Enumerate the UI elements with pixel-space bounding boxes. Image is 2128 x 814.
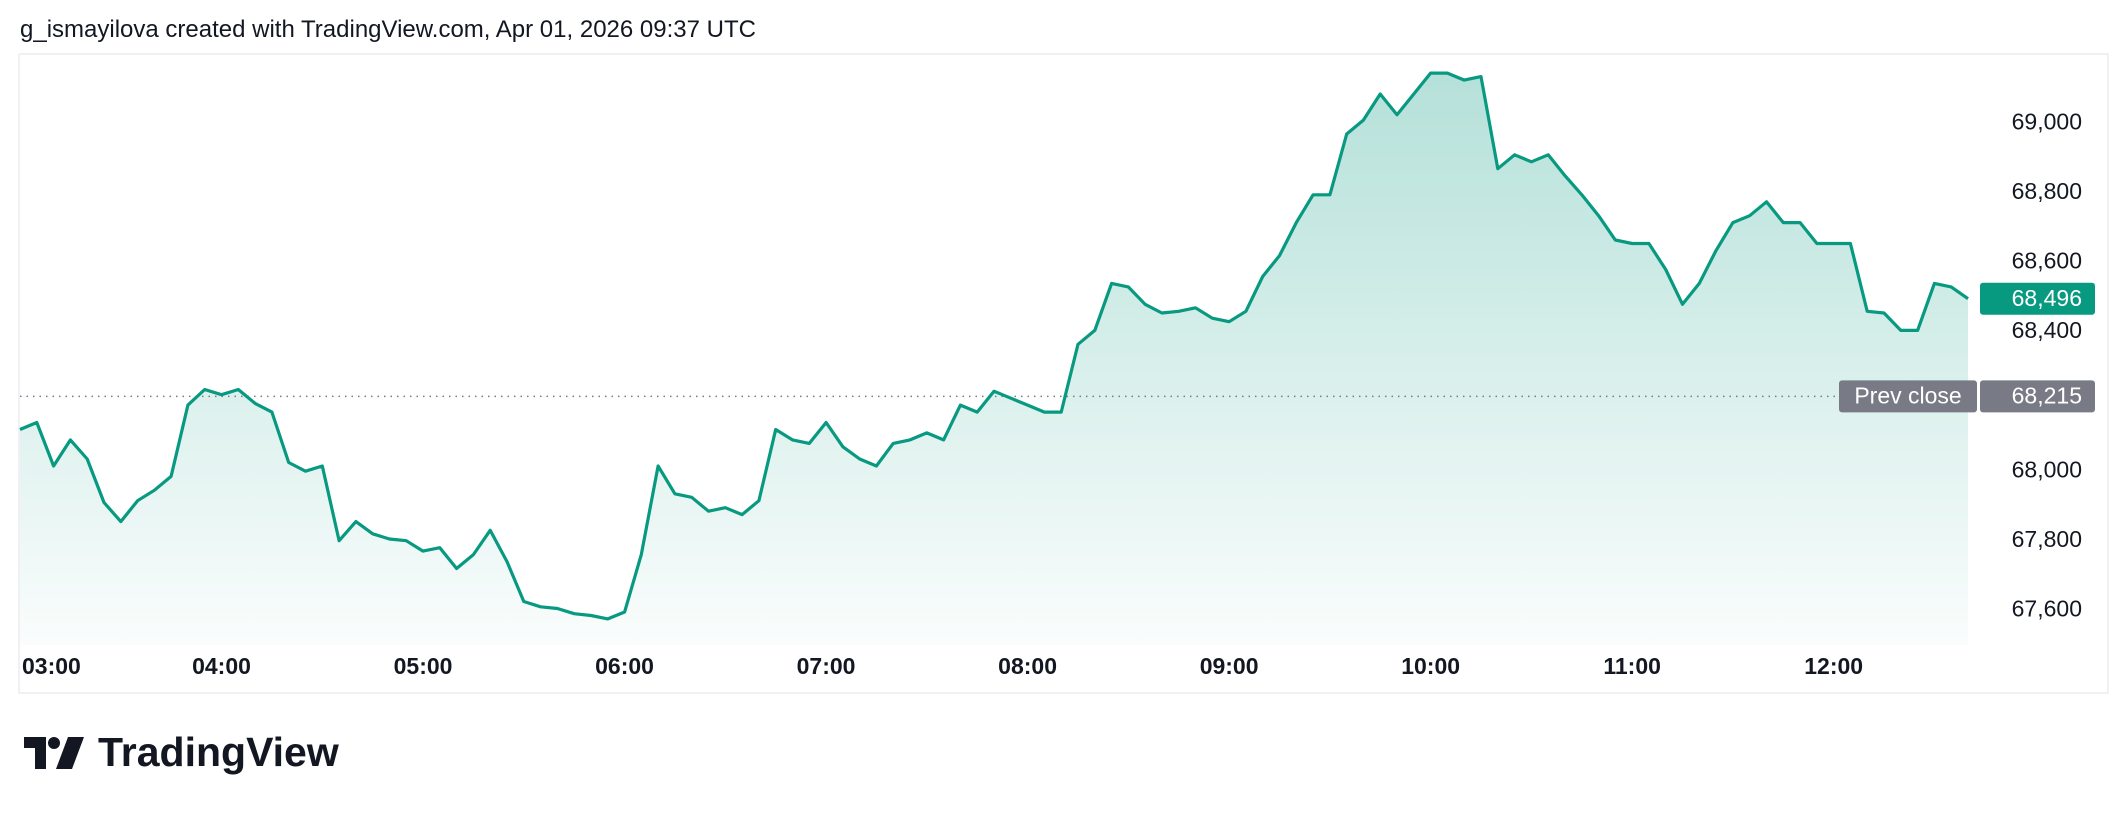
header: g_ismayilova created with TradingView.co… [20, 16, 756, 43]
last-price-bg [1980, 282, 2095, 315]
y-tick-label: 68,800 [2012, 178, 2082, 204]
prev-close-label-bg [1839, 380, 1977, 413]
price-line [19, 71, 1969, 621]
x-tick-label: 05:00 [394, 653, 453, 679]
prev-close-label: Prev close [1854, 383, 1961, 409]
x-tick-label: 03:00 [22, 653, 81, 679]
x-tick-label: 04:00 [192, 653, 251, 679]
x-tick-label: 08:00 [998, 653, 1057, 679]
last-price-label: 68,496 [2012, 285, 2082, 311]
x-tick-label: 06:00 [595, 653, 654, 679]
x-tick-label: 12:00 [1804, 653, 1863, 679]
y-tick-label: 68,000 [2012, 456, 2082, 482]
x-tick-label: 07:00 [797, 653, 856, 679]
y-tick-label: 67,800 [2012, 526, 2082, 552]
y-tick-label: 68,400 [2012, 317, 2082, 343]
y-tick-label: 69,000 [2012, 109, 2082, 135]
chart-frame [18, 53, 2109, 694]
y-tick-label: 68,600 [2012, 248, 2082, 274]
prev-close-value: 68,215 [2012, 383, 2082, 409]
area [20, 73, 1968, 646]
x-tick-label: 10:00 [1401, 653, 1460, 679]
x-tick-label: 09:00 [1200, 653, 1259, 679]
prev-close-value-bg [1980, 380, 2095, 413]
logo [24, 737, 84, 769]
x-tick-label: 11:00 [1603, 653, 1661, 679]
y-tick-label: 67,600 [2012, 595, 2082, 621]
brand: TradingView [98, 729, 339, 775]
